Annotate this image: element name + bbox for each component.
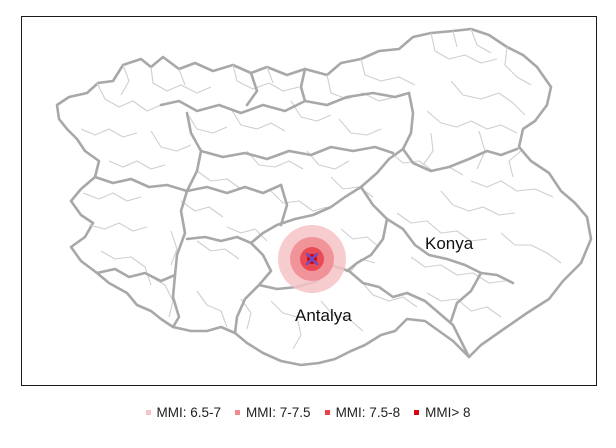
legend-label: MMI: 6.5-7	[156, 404, 222, 420]
map-frame: Konya Antalya	[21, 16, 597, 386]
legend-item: MMI: 7.5-8	[324, 404, 401, 420]
legend-label: MMI: 7-7.5	[246, 404, 311, 420]
district-borders	[80, 28, 562, 350]
x-marker-icon	[305, 252, 319, 266]
legend-label: MMI> 8	[425, 404, 471, 420]
region-outline	[55, 27, 593, 367]
legend: MMI: 6.5-7 MMI: 7-7.5 MMI: 7.5-8 MMI> 8	[0, 402, 616, 422]
legend-swatch	[414, 409, 420, 415]
legend-item: MMI: 6.5-7	[145, 404, 222, 420]
legend-item: MMI: 7-7.5	[235, 405, 311, 420]
legend-swatch	[145, 409, 151, 415]
legend-item: MMI> 8	[414, 405, 470, 420]
legend-label: MMI: 7.5-8	[335, 404, 401, 420]
province-borders	[93, 67, 519, 359]
province-map: Konya Antalya	[55, 27, 593, 367]
label-konya: Konya	[425, 234, 474, 253]
legend-swatch	[235, 409, 241, 415]
legend-swatch	[324, 409, 330, 415]
label-antalya: Antalya	[295, 306, 352, 325]
